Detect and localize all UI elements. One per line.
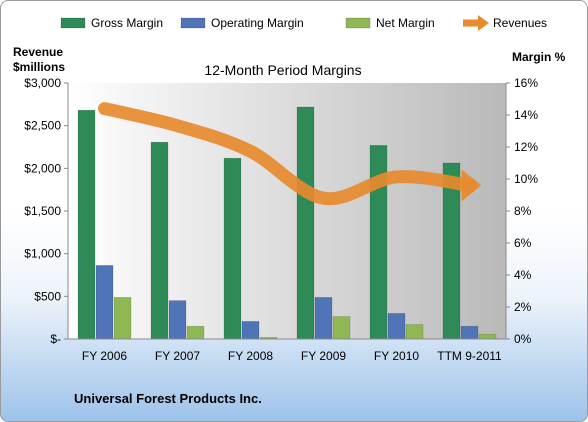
left-tick-label: $2,500 (24, 119, 61, 133)
bar-net-margin-5 (478, 333, 497, 340)
revenue-point-1 (177, 125, 178, 127)
revenue-point-3 (323, 197, 324, 199)
right-tick-label: 12% (514, 140, 538, 154)
legend-swatch-operating-margin (180, 17, 206, 29)
right-tick-label: 0% (514, 332, 532, 346)
left-tick-label: $2,000 (24, 161, 61, 175)
legend-arrow-revenues (478, 15, 489, 31)
revenue-point-4 (396, 176, 397, 178)
plot-area (68, 83, 506, 339)
left-tick-label: $500 (34, 289, 61, 303)
bar-operating-margin-4 (387, 313, 406, 340)
right-tick-label: 6% (514, 236, 532, 250)
bar-gross-margin-0 (77, 109, 96, 340)
revenue-line (98, 102, 476, 206)
left-tick-label: $- (50, 332, 61, 346)
right-tick-label: 8% (514, 204, 532, 218)
x-tick-label: FY 2006 (82, 349, 127, 363)
legend-label-gross-margin: Gross Margin (91, 16, 163, 30)
right-tick-label: 16% (514, 76, 538, 90)
footer-company-name: Universal Forest Products Inc. (74, 391, 262, 406)
legend-label-net-margin: Net Margin (376, 16, 435, 30)
legend-swatch-net-margin (345, 17, 371, 29)
legend-label-operating-margin: Operating Margin (211, 16, 304, 30)
bar-operating-margin-1 (168, 300, 187, 340)
bar-operating-margin-5 (460, 325, 479, 340)
right-tick-label: 10% (514, 172, 538, 186)
bar-net-margin-0 (113, 297, 132, 340)
bar-net-margin-3 (332, 316, 351, 340)
right-axis-label: Margin % (512, 50, 566, 64)
right-tick-label: 2% (514, 300, 532, 314)
bar-gross-margin-2 (223, 157, 242, 340)
revenue-point-5 (469, 184, 470, 186)
left-axis-label-line2: $millions (13, 60, 65, 74)
bar-operating-margin-2 (241, 321, 260, 340)
legend-swatch-gross-margin (60, 17, 86, 29)
x-tick-label: FY 2009 (301, 349, 346, 363)
x-tick-label: FY 2008 (228, 349, 273, 363)
chart-title: 12-Month Period Margins (204, 62, 361, 78)
bar-gross-margin-1 (150, 141, 169, 340)
x-tick-label: FY 2010 (374, 349, 419, 363)
bar-operating-margin-0 (95, 265, 114, 340)
x-tick-label: FY 2007 (155, 349, 200, 363)
bar-gross-margin-3 (296, 106, 315, 340)
bars-layer (77, 106, 497, 340)
right-tick-label: 14% (514, 108, 538, 122)
left-tick-label: $1,500 (24, 204, 61, 218)
right-tick-label: 4% (514, 268, 532, 282)
left-tick-label: $3,000 (24, 76, 61, 90)
legend: Gross Margin Operating Margin Net Margin Re… (60, 15, 547, 31)
legend-label-revenues: Revenues (493, 16, 547, 30)
revenue-point-2 (250, 150, 251, 152)
revenue-line-layer (98, 102, 482, 206)
bar-operating-margin-3 (314, 297, 333, 340)
left-tick-label: $1,000 (24, 247, 61, 261)
axes-layer: FY 2006 FY 2007 FY 2008 FY 2009 FY 2010 TTM 9… (24, 76, 538, 363)
bar-net-margin-4 (405, 324, 424, 340)
revenue-arrowhead (461, 169, 482, 202)
bar-net-margin-1 (186, 325, 205, 340)
x-tick-label: TTM 9-2011 (437, 349, 502, 363)
left-axis-label-line1: Revenue (13, 45, 63, 59)
revenue-point-0 (104, 108, 105, 110)
